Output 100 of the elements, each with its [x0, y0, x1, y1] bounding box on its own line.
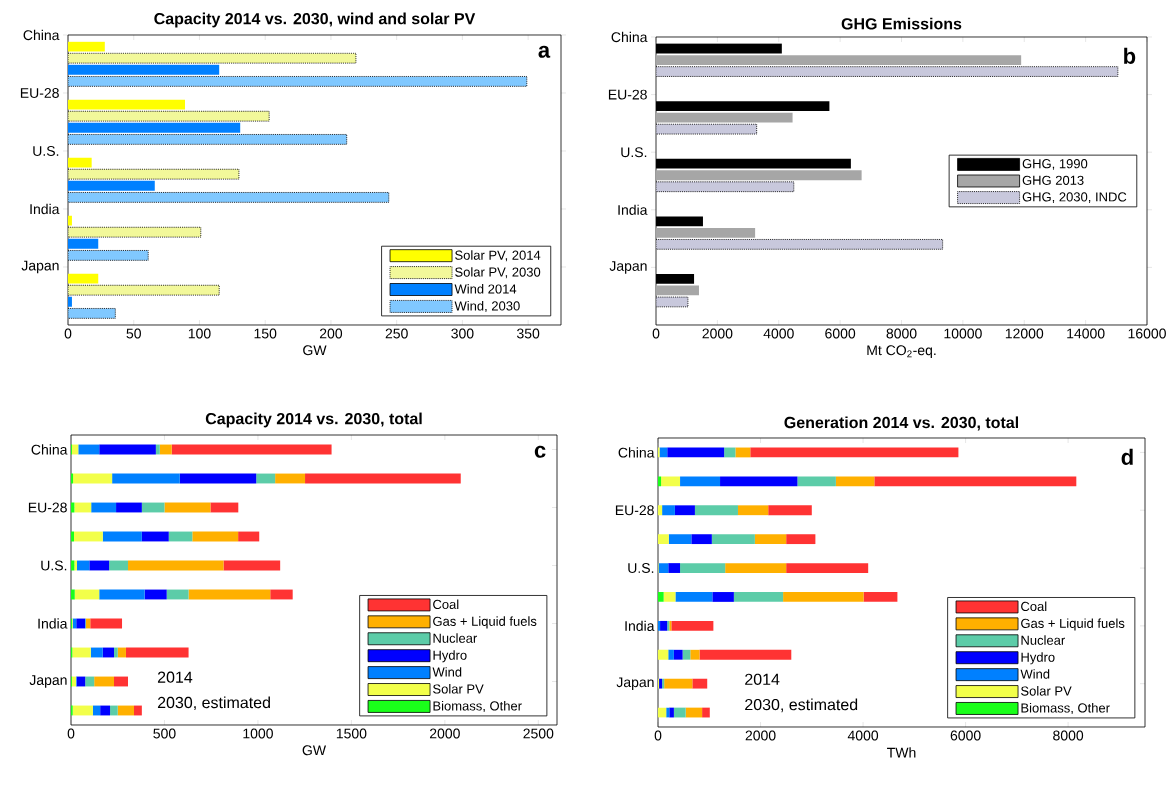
bar: [275, 473, 306, 484]
x-tick-label: 250: [385, 328, 408, 339]
bar: [664, 678, 693, 689]
bar: [656, 285, 699, 296]
bar: [680, 476, 721, 487]
bar: [144, 589, 167, 600]
bar: [660, 620, 668, 631]
bar: [691, 534, 712, 545]
bar: [735, 447, 751, 458]
legend-label: Solar PV, 2014: [455, 250, 541, 262]
annotation: d: [1121, 448, 1133, 465]
x-tick-label: 50: [126, 328, 141, 339]
chart-title: GHG Emissions: [841, 17, 962, 30]
x-axis-title: GW: [303, 345, 327, 356]
bar: [113, 647, 118, 658]
bar: [656, 55, 1022, 65]
bar: [155, 444, 160, 455]
bar: [658, 563, 669, 573]
annotation: 2014: [157, 671, 193, 683]
bar: [125, 647, 189, 658]
annotation: 2014: [745, 673, 780, 685]
x-tick-label: 300: [451, 328, 474, 339]
bar: [786, 563, 869, 573]
bar: [133, 705, 142, 716]
y-tick-label: EU-28: [28, 502, 67, 513]
y-tick-label: Japan: [609, 261, 647, 274]
bar: [90, 618, 123, 629]
y-tick-label: India: [625, 620, 655, 631]
bar: [874, 476, 1077, 487]
y-tick-label: EU-28: [608, 89, 647, 100]
bar: [733, 592, 784, 602]
bar: [72, 647, 91, 658]
y-tick-label: India: [618, 204, 648, 215]
legend-label: Nuclear: [1021, 635, 1065, 645]
x-tick-label: 0: [652, 328, 660, 339]
x-tick-label: 6000: [825, 328, 856, 339]
bar: [673, 649, 683, 660]
y-tick-label: India: [38, 618, 68, 629]
bar: [667, 447, 725, 458]
legend-label: Wind: [1020, 669, 1050, 679]
bar: [89, 560, 110, 571]
legend-label: GHG, 1990: [1022, 159, 1088, 170]
chart-title: Capacity 2014 vs. 2030, wind and solar PV: [154, 12, 476, 28]
bar: [673, 707, 686, 718]
y-tick-label: EU-28: [20, 88, 59, 98]
bar: [116, 502, 142, 513]
legend-label: Hydro: [433, 650, 467, 663]
bar: [73, 473, 113, 484]
bar: [270, 589, 293, 600]
y-tick-label: Japan: [616, 677, 654, 690]
bar: [656, 123, 758, 135]
bar: [188, 589, 271, 600]
y-tick-label: India: [30, 203, 60, 215]
bar: [668, 534, 692, 545]
legend-label: GHG, 2030, INDC: [1022, 192, 1127, 204]
bar: [99, 589, 145, 600]
bar: [192, 531, 239, 542]
bar: [750, 447, 959, 458]
bar: [668, 563, 681, 573]
bar: [100, 705, 111, 716]
bar: [835, 476, 875, 487]
bar: [113, 676, 129, 687]
bar: [94, 676, 114, 687]
bar: [91, 502, 117, 513]
bar: [656, 239, 944, 250]
bar: [78, 444, 100, 455]
bar: [74, 502, 92, 513]
x-tick-label: 2500: [523, 728, 554, 739]
annotation: a: [538, 45, 551, 58]
bar: [171, 444, 332, 455]
annotation: 2030, estimated: [157, 696, 270, 711]
x-tick-label: 6000: [950, 730, 981, 741]
bar: [73, 531, 103, 542]
x-tick-label: 12000: [1005, 328, 1044, 339]
bar: [179, 473, 257, 484]
legend-label: Wind: [432, 667, 462, 677]
legend-label: Biomass, Other: [1021, 703, 1110, 715]
bar: [663, 592, 676, 602]
y-tick-label: EU-28: [615, 505, 654, 516]
y-tick-label: U.S.: [621, 147, 647, 158]
bar: [117, 705, 134, 716]
bar: [671, 620, 714, 631]
legend-label: GHG 2013: [1022, 175, 1084, 185]
bar: [702, 707, 710, 718]
bar: [164, 502, 211, 513]
bar: [692, 678, 708, 689]
bar: [675, 592, 713, 602]
bar: [656, 112, 793, 123]
x-tick-label: 10000: [944, 328, 982, 339]
x-tick-label: 2000: [745, 730, 776, 741]
bar: [71, 444, 79, 455]
y-tick-label: China: [611, 31, 648, 43]
x-tick-label: 8000: [1053, 730, 1084, 741]
x-tick-label: 16000: [1128, 328, 1166, 339]
bar: [71, 589, 75, 600]
legend-label: Gas + Liquid fuels: [1021, 618, 1125, 631]
x-axis-title: GW: [302, 745, 327, 756]
legend-label: Wind 2014: [454, 284, 517, 294]
bar: [711, 534, 755, 545]
bar: [674, 505, 695, 516]
